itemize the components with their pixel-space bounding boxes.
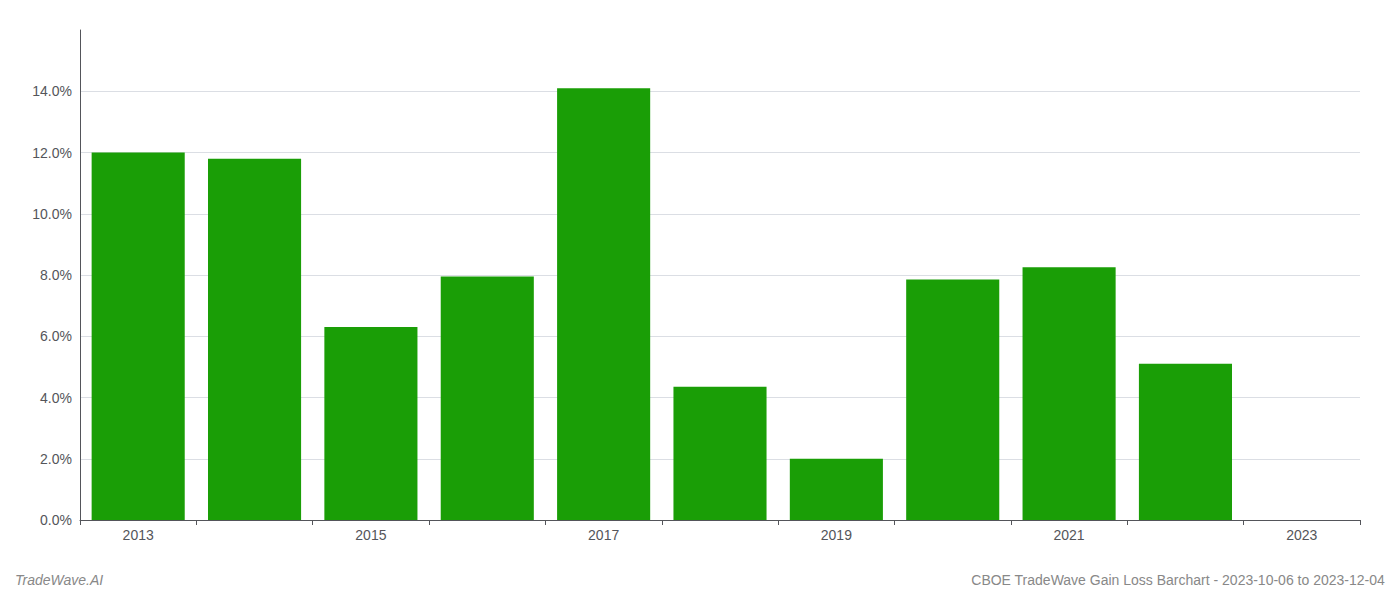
svg-text:2023: 2023 <box>1286 527 1317 543</box>
svg-text:0.0%: 0.0% <box>40 512 72 528</box>
svg-text:2013: 2013 <box>123 527 154 543</box>
svg-text:2015: 2015 <box>355 527 386 543</box>
svg-text:2017: 2017 <box>588 527 619 543</box>
svg-text:10.0%: 10.0% <box>32 206 72 222</box>
svg-text:2019: 2019 <box>821 527 852 543</box>
svg-text:14.0%: 14.0% <box>32 83 72 99</box>
svg-text:8.0%: 8.0% <box>40 267 72 283</box>
svg-text:2.0%: 2.0% <box>40 451 72 467</box>
svg-text:TradeWave.AI: TradeWave.AI <box>15 572 103 588</box>
svg-text:12.0%: 12.0% <box>32 145 72 161</box>
svg-text:4.0%: 4.0% <box>40 390 72 406</box>
svg-text:CBOE TradeWave Gain Loss Barch: CBOE TradeWave Gain Loss Barchart - 2023… <box>971 572 1385 588</box>
svg-text:6.0%: 6.0% <box>40 328 72 344</box>
svg-text:2021: 2021 <box>1054 527 1085 543</box>
